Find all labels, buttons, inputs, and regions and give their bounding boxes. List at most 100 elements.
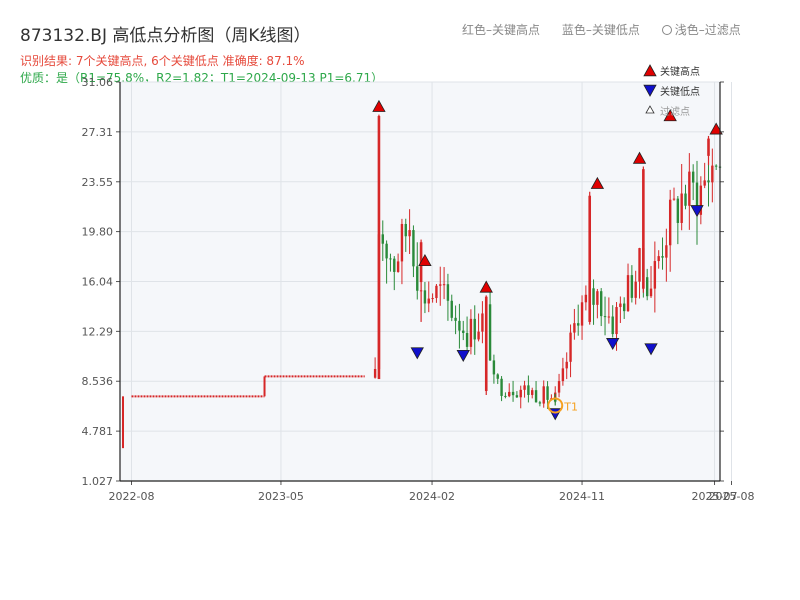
candle-body: [531, 390, 534, 395]
y-tick-label: 4.781: [82, 425, 114, 438]
candle-body: [385, 243, 388, 259]
t1-label: T1: [563, 400, 578, 413]
candle-body: [657, 256, 660, 262]
y-tick-label: 12.29: [82, 325, 114, 338]
key-candle-body: [642, 169, 645, 289]
candle-body: [580, 302, 584, 326]
candle-body: [458, 320, 461, 331]
y-tick-label: 27.31: [82, 126, 114, 139]
candle-body: [661, 256, 664, 258]
candle-body: [680, 193, 683, 223]
key-high-marker: [418, 253, 432, 266]
top-legend: 红色–关键高点 蓝色–关键低点 浅色–过滤点: [462, 21, 777, 38]
legend-high-label: 关键高点: [660, 65, 700, 78]
candle-body: [684, 193, 687, 206]
candle-body: [565, 361, 568, 369]
candle-body: [511, 391, 515, 396]
candle-body: [607, 316, 611, 318]
circle-icon: [661, 25, 672, 35]
candle-body: [615, 307, 618, 335]
x-tick-label: 2025-07: [692, 490, 738, 503]
candle-body: [573, 323, 576, 333]
y-tick-label: 1.027: [82, 475, 114, 488]
candle-body: [592, 288, 595, 305]
candle-body: [703, 180, 706, 186]
candle-body: [653, 261, 657, 289]
t1-circle: [547, 397, 564, 414]
candle-body: [534, 390, 538, 403]
candle-body: [542, 386, 545, 404]
candle-body: [408, 230, 411, 237]
x-tick-label: 2025-08: [709, 490, 755, 503]
candle-body: [492, 360, 496, 375]
markers: T1: [372, 64, 723, 421]
candle-body: [546, 386, 549, 400]
candle-body: [504, 395, 507, 397]
y-tick-label: 31.06: [82, 76, 114, 89]
y-tick-label: 23.55: [82, 176, 114, 189]
x-tick-label: 2022-08: [109, 490, 155, 503]
key-low-marker: [606, 338, 620, 351]
candle-body: [577, 323, 580, 326]
candle-body: [714, 165, 718, 167]
candle-body: [523, 385, 526, 390]
candle-body: [500, 378, 503, 396]
candle-body: [427, 298, 430, 304]
legend-filtered-label: 过滤点: [660, 105, 690, 118]
key-low-marker: [690, 205, 704, 218]
candle-body: [412, 230, 415, 267]
key-high-marker: [590, 176, 605, 189]
candle-body: [611, 316, 614, 335]
candle-body: [481, 313, 484, 332]
candle-body: [465, 332, 469, 347]
candle-body: [626, 275, 630, 312]
candle-body: [450, 300, 453, 318]
candle-body: [373, 368, 377, 378]
chart-title: 873132.BJ 高低点分析图（周K线图）: [20, 26, 311, 46]
candle-body: [630, 275, 634, 298]
x-tick-label: 2023-05: [258, 490, 304, 503]
key-candle-body: [484, 296, 488, 392]
legend-low-icon: [643, 84, 657, 97]
candle-body: [569, 332, 572, 362]
candle-body: [454, 317, 457, 321]
candle-body: [389, 258, 392, 260]
key-high-marker: [663, 109, 677, 122]
key-low-marker: [644, 343, 658, 356]
candle-body: [596, 291, 599, 305]
candle-body: [672, 198, 676, 200]
candle-body: [634, 281, 637, 298]
candle-body: [707, 180, 710, 183]
candle-body: [584, 294, 588, 303]
key-candle-body: [377, 116, 381, 380]
candle-body: [508, 391, 511, 397]
key-candle-body: [588, 195, 592, 322]
candle-body: [488, 304, 492, 361]
candle-body: [473, 318, 476, 340]
candle-body: [561, 368, 565, 382]
candle-body: [423, 290, 427, 304]
candle-body: [435, 285, 438, 299]
candle-body: [711, 165, 714, 183]
key-low-marker: [410, 347, 424, 360]
candle-body: [676, 198, 680, 223]
candle-body: [649, 288, 653, 297]
key-high-marker: [479, 280, 493, 293]
candle-body: [477, 331, 480, 340]
candle-body: [469, 318, 473, 347]
candle-body: [622, 303, 626, 312]
key-candle-body: [707, 138, 710, 156]
result-summary: 识别结果: 7个关键高点, 6个关键低点 准确度: 87.1%: [20, 54, 305, 68]
candle-body: [515, 395, 519, 398]
top-legend-light: 浅色–过滤点: [661, 23, 759, 37]
candle-body: [645, 277, 649, 297]
x-tick-label: 2024-02: [409, 490, 455, 503]
candle-body: [668, 199, 672, 246]
key-candle-body: [553, 398, 557, 402]
legend-low-label: 关键低点: [660, 85, 700, 98]
candle-body: [603, 316, 607, 318]
candle-body: [381, 234, 384, 244]
candle-body: [393, 258, 396, 272]
